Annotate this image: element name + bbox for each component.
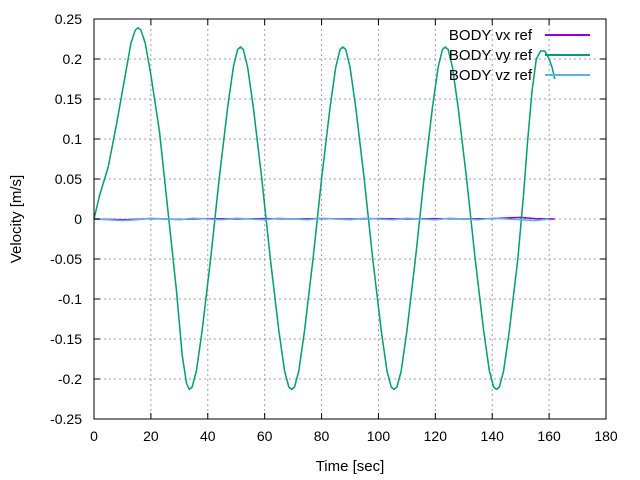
legend-label: BODY vz ref (449, 67, 533, 84)
x-tick-label: 180 (594, 428, 618, 444)
x-tick-label: 80 (314, 428, 330, 444)
legend: BODY vx ref BODY vy ref BODY vz ref (449, 27, 590, 84)
axis-ticks: 0 20 40 60 80 100 120 140 160 180 0.25 0.2 0.15 0.1 0.… (50, 11, 618, 444)
x-tick-label: 60 (257, 428, 273, 444)
x-axis-label: Time [sec] (316, 458, 385, 475)
series-line-3 (93, 217, 550, 222)
x-tick-label: 40 (200, 428, 216, 444)
y-tick-label: 0.15 (55, 91, 82, 107)
y-tick-label: -0.05 (50, 251, 82, 267)
y-tick-label: -0.25 (50, 411, 82, 427)
y-axis-label: Velocity [m/s] (8, 175, 25, 263)
y-tick-label: 0 (74, 211, 82, 227)
x-tick-label: 20 (143, 428, 159, 444)
y-tick-label: 0.05 (55, 171, 82, 187)
x-tick-label: 160 (537, 428, 561, 444)
series-lines (93, 27, 556, 391)
y-tick-label: 0.25 (55, 11, 82, 27)
series-line-2 (93, 27, 556, 391)
legend-label: BODY vy ref (449, 47, 533, 64)
x-tick-label: 100 (367, 428, 391, 444)
x-tick-label: 120 (424, 428, 448, 444)
y-tick-label: -0.15 (50, 331, 82, 347)
x-tick-label: 140 (481, 428, 505, 444)
legend-label: BODY vx ref (449, 27, 533, 44)
y-tick-label: -0.1 (58, 291, 82, 307)
y-tick-label: 0.1 (63, 131, 83, 147)
y-tick-label: 0.2 (63, 51, 83, 67)
y-tick-label: -0.2 (58, 371, 82, 387)
x-tick-label: 0 (90, 428, 98, 444)
